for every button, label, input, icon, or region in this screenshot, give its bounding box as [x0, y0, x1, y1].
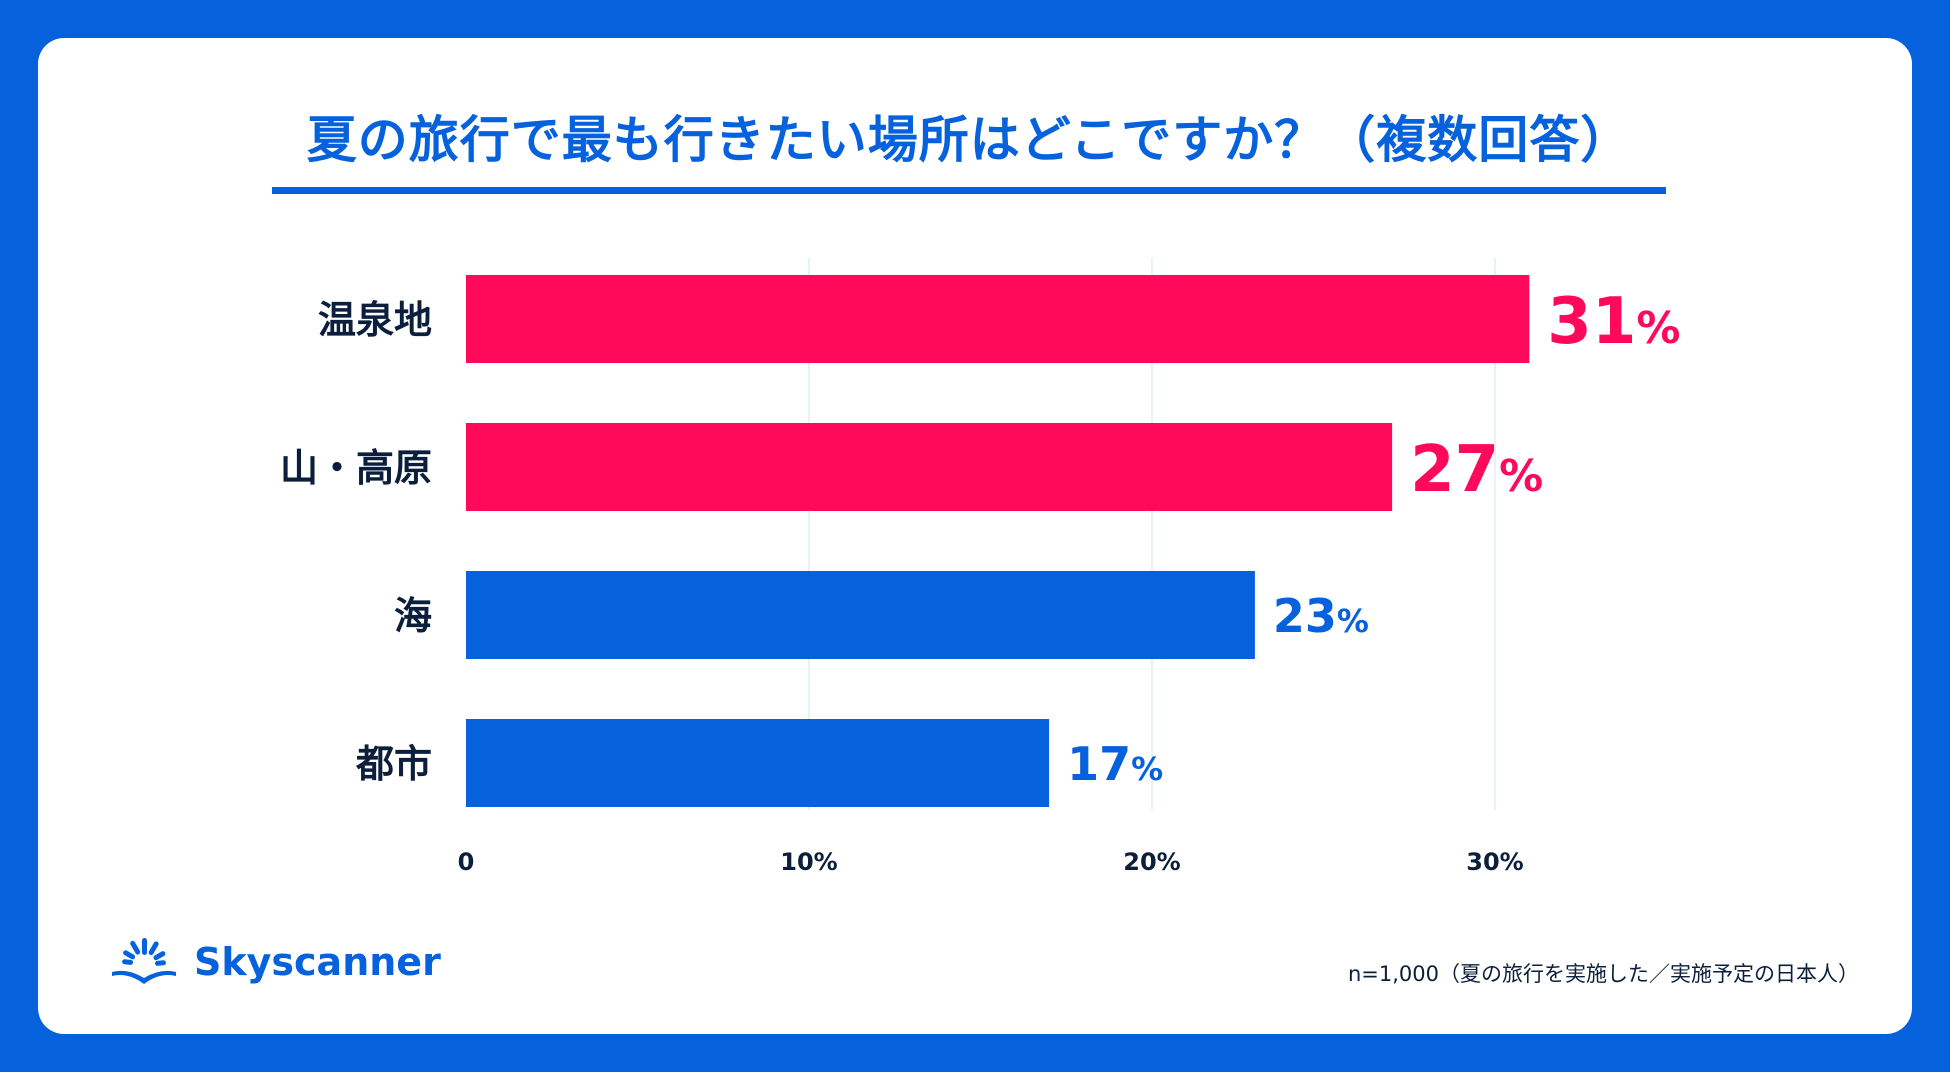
- x-tick-label: 0: [458, 848, 475, 876]
- brand-name: Skyscanner: [194, 940, 441, 984]
- skyscanner-sunrise-icon: [112, 938, 176, 984]
- value-label: 31%: [1547, 285, 1680, 359]
- value-label: 27%: [1410, 433, 1543, 507]
- category-label: 温泉地: [318, 298, 432, 342]
- bar: [466, 423, 1393, 511]
- category-label: 山・高原: [280, 446, 432, 490]
- value-label: 23%: [1273, 589, 1369, 643]
- bar: [466, 719, 1050, 807]
- bar: [466, 571, 1255, 659]
- skyscanner-logo: Skyscanner: [108, 938, 441, 986]
- bar: [466, 275, 1530, 363]
- value-label: 17%: [1067, 737, 1163, 791]
- sample-footnote: n=1,000（夏の旅行を実施した／実施予定の日本人）: [1347, 962, 1859, 986]
- title-underline: [272, 187, 1666, 194]
- category-label: 都市: [355, 742, 432, 786]
- x-tick-label: 20%: [1123, 848, 1180, 876]
- x-tick-label: 10%: [780, 848, 837, 876]
- x-tick-label: 30%: [1466, 848, 1523, 876]
- chart-card: [38, 38, 1912, 1034]
- category-label: 海: [394, 594, 432, 638]
- chart-title: 夏の旅行で最も行きたい場所はどこですか？（複数回答）: [306, 111, 1632, 169]
